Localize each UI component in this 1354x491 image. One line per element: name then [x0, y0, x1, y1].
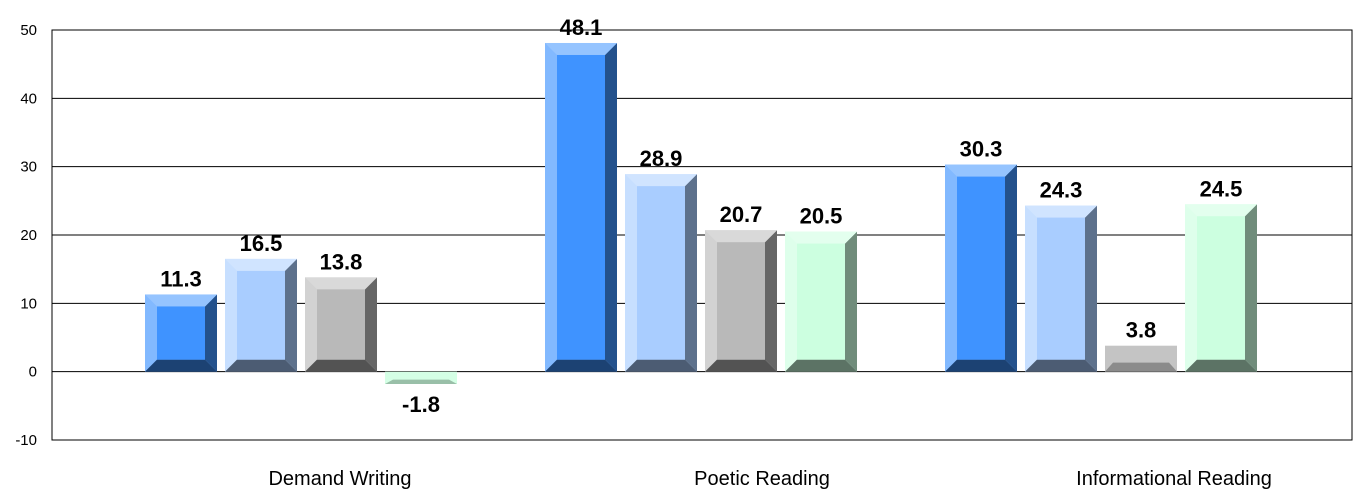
data-label: 30.3: [960, 137, 1003, 162]
bar: [305, 277, 377, 372]
data-labels: 11.3 16.5 13.8 -1.8 48.1 28.9 20.7 20.5 30.3 24.3…: [160, 15, 1242, 417]
bar: [385, 371, 457, 384]
bar: [705, 230, 777, 372]
bar: [1025, 205, 1097, 372]
data-label: 20.7: [720, 202, 763, 227]
bar: [225, 258, 297, 372]
data-label: 20.5: [800, 204, 843, 229]
data-label: 28.9: [640, 146, 683, 171]
data-label: 16.5: [240, 231, 283, 256]
y-tick-label: 10: [20, 295, 37, 312]
bar: [1105, 345, 1177, 372]
plot-area-frame: [51, 29, 1353, 441]
bar: [625, 174, 697, 372]
y-tick-label: 20: [20, 227, 37, 244]
category-label: Informational Reading: [1076, 468, 1272, 490]
y-tick-label: -10: [15, 432, 37, 449]
bar: [785, 231, 857, 372]
bar: [145, 294, 217, 372]
data-label: 24.5: [1200, 176, 1243, 201]
category-labels: Demand Writing Poetic Reading Informationa…: [268, 468, 1271, 490]
data-label: 48.1: [560, 15, 603, 40]
y-tick-label: 50: [20, 22, 37, 39]
bar: [1185, 204, 1257, 372]
data-label: 24.3: [1040, 178, 1083, 203]
data-label: 13.8: [320, 249, 363, 274]
bar: [945, 164, 1017, 372]
y-axis-ticks: -10 0 10 20 30 40 50: [15, 22, 37, 449]
y-tick-label: 40: [20, 90, 37, 107]
y-tick-label: 30: [20, 159, 37, 176]
data-label: 11.3: [160, 266, 202, 291]
bar: [545, 42, 617, 372]
category-label: Poetic Reading: [694, 468, 830, 490]
data-label: -1.8: [402, 392, 440, 417]
y-tick-label: 0: [29, 364, 37, 381]
category-label: Demand Writing: [268, 468, 411, 490]
data-label: 3.8: [1126, 318, 1157, 343]
bars: [145, 42, 1257, 384]
